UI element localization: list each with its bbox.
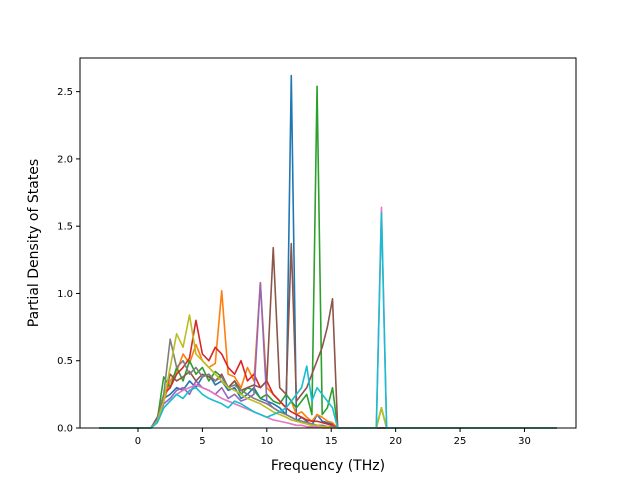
x-axis-ticks: 0 5 10 15 20 25 30 xyxy=(135,428,531,447)
y-tick-label: 0.5 xyxy=(57,356,73,367)
y-tick-label: 2.5 xyxy=(57,87,73,98)
y-tick-label: 2.0 xyxy=(57,154,73,165)
x-tick-label: 15 xyxy=(325,436,338,447)
x-tick-label: 30 xyxy=(518,436,531,447)
y-tick-label: 1.5 xyxy=(57,222,73,233)
series-line-6 xyxy=(99,242,557,429)
series-line-3 xyxy=(99,85,557,429)
plot-frame xyxy=(79,57,577,429)
x-axis-label: Frequency (THz) xyxy=(271,458,385,474)
y-tick-label: 0.0 xyxy=(57,424,73,435)
y-axis-ticks: 0.0 0.5 1.0 1.5 2.0 2.5 xyxy=(57,87,80,435)
series-line-10 xyxy=(99,211,557,429)
y-axis-label: Partial Density of States xyxy=(26,159,42,327)
x-tick-label: 0 xyxy=(135,436,141,447)
y-tick-label: 1.0 xyxy=(57,289,73,300)
x-tick-label: 20 xyxy=(389,436,402,447)
x-tick-label: 10 xyxy=(260,436,273,447)
x-tick-label: 25 xyxy=(454,436,467,447)
series-line-9 xyxy=(99,314,557,429)
x-tick-label: 5 xyxy=(199,436,205,447)
